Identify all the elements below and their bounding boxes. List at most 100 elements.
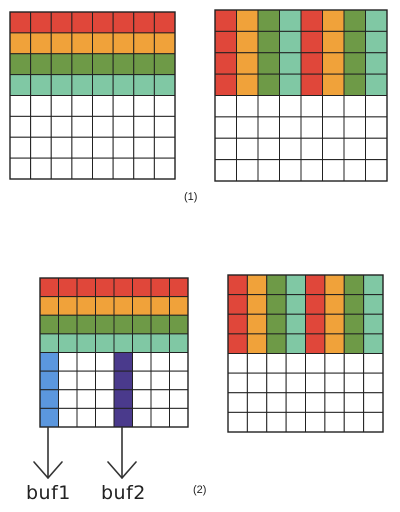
grid-cell <box>324 333 345 355</box>
grid-cell <box>246 294 268 315</box>
grid-cell <box>92 157 114 180</box>
grid-cell <box>50 53 73 76</box>
grid-cell <box>112 115 135 138</box>
grid-cell <box>92 136 114 159</box>
grid-cell <box>363 294 384 315</box>
grid-cell <box>133 95 155 117</box>
grid-cell <box>266 372 287 394</box>
grid-cell <box>133 157 155 180</box>
grid-cell <box>133 32 155 55</box>
grid-cell <box>266 353 287 374</box>
grid-cell <box>71 136 94 159</box>
grid-cell <box>305 313 326 335</box>
grid-cell <box>95 277 115 298</box>
grid-cell <box>113 314 133 335</box>
grid-cell <box>95 389 115 409</box>
grid-cell <box>153 11 176 34</box>
grid-cell <box>214 30 237 54</box>
grid-cell <box>58 333 78 354</box>
grid-cell <box>30 53 52 76</box>
grid-cell <box>76 370 96 391</box>
grid-cell <box>343 392 365 413</box>
grid-cell <box>92 95 114 117</box>
grid-cell <box>92 11 114 34</box>
grid-cell <box>300 30 323 54</box>
grid-border <box>227 274 384 433</box>
grid-cell <box>39 389 59 409</box>
grid-cell <box>227 313 248 335</box>
grid-cell <box>300 73 323 97</box>
grid-cell <box>153 95 176 117</box>
grid-cell <box>324 392 345 413</box>
grid-cell <box>95 333 115 354</box>
grid-cell <box>300 159 323 182</box>
grid-cell <box>58 296 78 316</box>
grid-cell <box>343 411 365 433</box>
grid-cell <box>365 52 388 75</box>
grid-cell <box>92 32 114 55</box>
grid-cell <box>266 294 287 315</box>
grid-cell <box>236 30 259 54</box>
grid-cell <box>71 11 94 34</box>
grid-cell <box>322 116 345 139</box>
grid-cell <box>305 294 326 315</box>
grid-cell <box>257 73 280 97</box>
grid-cell <box>95 370 115 391</box>
grid-border <box>9 11 176 180</box>
grid-cell <box>169 370 189 391</box>
grid-cell <box>279 30 302 54</box>
grid-cell <box>363 411 384 433</box>
grid-cell <box>236 159 259 182</box>
grid-cell <box>153 53 176 76</box>
grid-cell <box>214 116 237 139</box>
grid-cell <box>76 389 96 409</box>
buf1-label: buf1 <box>26 482 71 504</box>
grid-cell <box>257 137 280 161</box>
grid-cell <box>324 294 345 315</box>
grid-cell <box>113 389 133 409</box>
grid-cell <box>133 74 155 97</box>
grid-cell <box>246 411 268 433</box>
grid-cell <box>246 372 268 394</box>
grid-cell <box>365 95 388 118</box>
grid-cell <box>76 352 96 372</box>
grid-cell <box>246 313 268 335</box>
grid-cell <box>300 116 323 139</box>
grid-cell <box>133 11 155 34</box>
grid-cell <box>365 137 388 161</box>
grid-cell <box>324 411 345 433</box>
grid-cell <box>236 9 259 32</box>
grid-cell <box>112 53 135 76</box>
grid-cell <box>58 314 78 335</box>
grid-cell <box>9 157 32 180</box>
grid-cell <box>300 9 323 32</box>
grid-cell <box>246 353 268 374</box>
panel-2-label: (2) <box>193 484 207 496</box>
grid-cell <box>113 407 133 428</box>
grid-cell <box>76 277 96 298</box>
grid-cell <box>285 333 307 355</box>
grid-cell <box>112 95 135 117</box>
grid-cell <box>365 9 388 32</box>
grid-cell <box>227 392 248 413</box>
grid-cell <box>214 9 237 32</box>
grid-cell <box>257 9 280 32</box>
grid-cell <box>76 407 96 428</box>
grid-cell <box>214 137 237 161</box>
grid-2-interleaved <box>227 274 384 433</box>
grid-cell <box>257 30 280 54</box>
grid-cell <box>95 407 115 428</box>
grid-cell <box>257 116 280 139</box>
grid-cell <box>132 370 152 391</box>
grid-cell <box>343 159 366 182</box>
grid-cell <box>169 389 189 409</box>
grid-cell <box>324 372 345 394</box>
grid-cell <box>322 52 345 75</box>
grid-cell <box>150 314 170 335</box>
grid-cell <box>227 333 248 355</box>
grid-cell <box>95 314 115 335</box>
grid-cell <box>39 352 59 372</box>
grid-cell <box>133 53 155 76</box>
panel-1-label: (1) <box>184 191 198 203</box>
buf1-arrow <box>33 427 63 479</box>
